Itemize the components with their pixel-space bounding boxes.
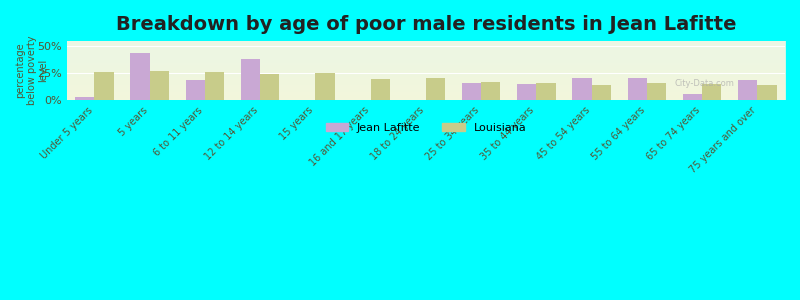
Bar bbox=[241, 59, 260, 100]
Bar bbox=[627, 78, 647, 100]
Bar bbox=[315, 74, 334, 100]
Bar bbox=[572, 78, 592, 100]
Bar bbox=[738, 80, 758, 100]
Bar bbox=[462, 83, 481, 100]
Bar bbox=[150, 71, 169, 100]
Bar bbox=[517, 84, 536, 100]
Bar bbox=[94, 72, 114, 100]
Bar bbox=[536, 83, 556, 100]
Text: City-Data.com: City-Data.com bbox=[674, 80, 734, 88]
Bar bbox=[481, 82, 501, 100]
Bar bbox=[702, 84, 722, 100]
Bar bbox=[426, 78, 446, 100]
Title: Breakdown by age of poor male residents in Jean Lafitte: Breakdown by age of poor male residents … bbox=[116, 15, 736, 34]
Bar bbox=[682, 94, 702, 100]
Bar bbox=[75, 97, 94, 100]
Bar bbox=[130, 53, 150, 100]
Bar bbox=[205, 72, 224, 100]
Bar bbox=[186, 80, 205, 100]
Bar bbox=[260, 74, 279, 100]
Legend: Jean Lafitte, Louisiana: Jean Lafitte, Louisiana bbox=[321, 118, 530, 137]
Bar bbox=[647, 83, 666, 100]
Bar bbox=[758, 85, 777, 100]
Bar bbox=[370, 79, 390, 100]
Bar bbox=[592, 85, 611, 100]
Y-axis label: percentage
below poverty
level: percentage below poverty level bbox=[15, 36, 48, 105]
